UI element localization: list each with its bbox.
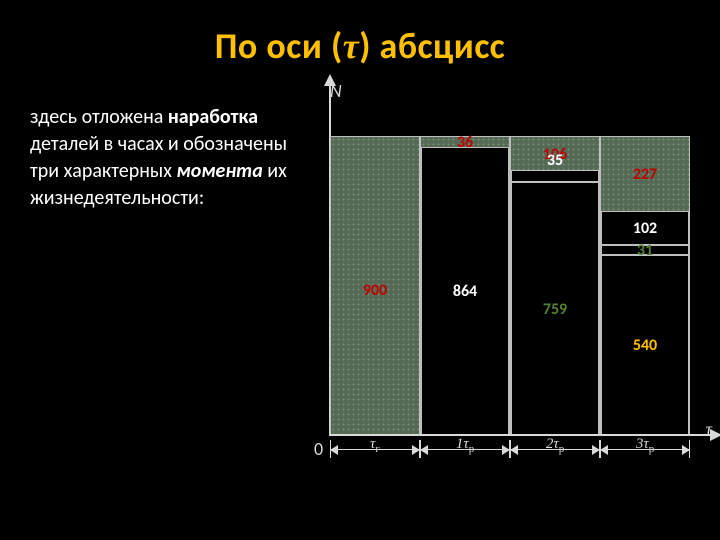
dim-1-label: 1τр (420, 436, 510, 455)
y-axis-label: N (330, 80, 342, 102)
col-2-seg-1: 759 (511, 182, 599, 435)
dim-3: 3τр (600, 440, 690, 458)
title-tau: τ (343, 26, 359, 66)
dim-0: τг (330, 440, 420, 458)
col-3-top-label: 227 (601, 165, 689, 184)
col-2-seg-0: 35 (511, 170, 599, 182)
dim-2-label: 2τр (510, 436, 600, 455)
col-0: 900 (330, 136, 420, 436)
col-1-seg-0: 864 (421, 147, 509, 435)
col-3-seg-0-label: 102 (602, 219, 688, 238)
col-3: 227 102 31 540 (600, 136, 690, 436)
description-text: здесь отложена наработка деталей в часах… (30, 76, 300, 212)
plot-area: 900368641063575922710231540 (330, 106, 690, 436)
col-3-seg-2-label: 540 (602, 336, 688, 355)
title-pre: По оси ( (215, 24, 343, 68)
t1: здесь отложена (30, 105, 168, 129)
col-2-seg-0-label: 35 (512, 151, 598, 170)
col-3-seg-0: 102 (601, 211, 689, 245)
content-row: здесь отложена наработка деталей в часах… (0, 76, 720, 476)
dim-0-label: τг (330, 436, 420, 455)
col-2: 10635759 (510, 136, 600, 436)
title-post: ) абсцисс (359, 24, 505, 68)
col-3-seg-1: 31 (601, 245, 689, 255)
col-1: 36864 (420, 136, 510, 436)
dimension-row: τг1τр2τр3τр (300, 436, 690, 476)
x-axis-label: τ (706, 419, 712, 440)
col-3-seg-2: 540 (601, 255, 689, 435)
dim-1: 1τр (420, 440, 510, 458)
dim-2: 2τр (510, 440, 600, 458)
col-1-seg-0-label: 864 (422, 282, 508, 301)
chart: N 900368641063575922710231540 τ 0 τг1τр2… (300, 76, 690, 476)
t-ital: момента (176, 159, 262, 183)
dim-3-label: 3τр (600, 436, 690, 455)
col-0-label: 900 (331, 281, 419, 300)
col-2-seg-1-label: 759 (512, 300, 598, 319)
t-bold: наработка (168, 105, 258, 129)
slide-title: По оси (τ) абсцисс (0, 0, 720, 76)
